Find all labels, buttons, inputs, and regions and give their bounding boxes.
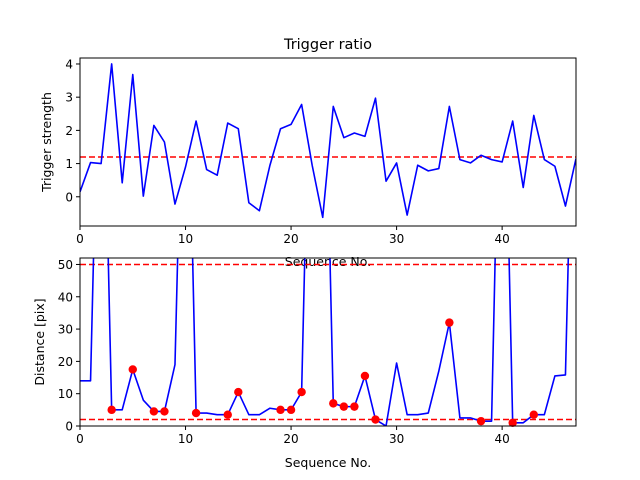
x-axis-label: Sequence No. bbox=[285, 455, 371, 470]
data-point-marker bbox=[476, 416, 486, 426]
trigger-ratio-plot: 0 10 20 30 40 0 1 2 3 4 Sequence No. Trigger str… bbox=[39, 57, 577, 269]
data-point-marker bbox=[160, 407, 169, 416]
y-tick-label: 50 bbox=[58, 258, 73, 272]
x-tick-label: 10 bbox=[178, 232, 193, 246]
data-point-marker bbox=[286, 405, 296, 415]
data-point-marker bbox=[508, 418, 517, 427]
x-tick-label: 40 bbox=[494, 232, 509, 246]
data-point-marker bbox=[329, 399, 338, 408]
y-tick-label: 40 bbox=[58, 290, 73, 304]
x-tick-label: 30 bbox=[389, 232, 404, 246]
data-point-marker bbox=[107, 405, 116, 415]
y-tick-label: 1 bbox=[65, 157, 73, 171]
data-point-marker bbox=[360, 371, 370, 381]
x-tick-label: 30 bbox=[389, 432, 404, 446]
x-axis-label: Sequence No. bbox=[285, 254, 371, 269]
y-tick-label: 3 bbox=[65, 91, 73, 105]
plot-frame bbox=[79, 257, 577, 427]
y-axis-ticks: 0 1 2 3 4 bbox=[65, 57, 80, 204]
data-point-marker bbox=[234, 387, 243, 397]
y-tick-label: 30 bbox=[58, 323, 73, 337]
y-tick-label: 4 bbox=[65, 57, 73, 71]
x-tick-label: 40 bbox=[494, 432, 509, 446]
y-tick-label: 20 bbox=[58, 355, 73, 369]
plot-frame bbox=[79, 57, 577, 227]
data-point-marker bbox=[339, 402, 349, 411]
threshold-lines bbox=[80, 263, 576, 421]
y-axis-label: Distance [pix] bbox=[32, 298, 47, 385]
data-point-marker bbox=[529, 410, 538, 419]
x-axis-ticks: 0 10 20 30 40 bbox=[76, 426, 510, 446]
y-tick-label: 10 bbox=[58, 387, 73, 401]
y-tick-label: 2 bbox=[65, 124, 73, 138]
data-point-marker bbox=[350, 402, 359, 411]
y-axis-label: Trigger strength bbox=[39, 92, 54, 193]
y-tick-label: 0 bbox=[65, 190, 73, 204]
data-point-marker bbox=[297, 387, 306, 397]
data-point-marker bbox=[371, 415, 380, 424]
data-point-marker bbox=[276, 405, 285, 415]
distance-plot: 0 10 20 30 40 0 10 20 30 40 50 Sequence No. Dista… bbox=[32, 257, 577, 470]
data-point-marker bbox=[223, 410, 232, 419]
x-tick-label: 0 bbox=[76, 232, 84, 246]
x-tick-label: 10 bbox=[178, 432, 193, 446]
data-point-marker bbox=[149, 407, 159, 416]
data-point-marker bbox=[445, 318, 454, 327]
chart-title: Trigger ratio bbox=[283, 37, 372, 53]
marker-group bbox=[107, 318, 538, 427]
series-group bbox=[80, 63, 576, 219]
data-point-marker bbox=[128, 365, 137, 374]
y-axis-ticks: 0 10 20 30 40 50 bbox=[58, 258, 80, 434]
x-axis-ticks: 0 10 20 30 40 bbox=[76, 226, 510, 246]
y-tick-label: 0 bbox=[65, 420, 73, 434]
series-line bbox=[80, 63, 576, 219]
data-point-marker bbox=[191, 408, 201, 418]
x-tick-label: 0 bbox=[76, 432, 84, 446]
x-tick-label: 20 bbox=[283, 432, 298, 446]
x-tick-label: 20 bbox=[283, 232, 298, 246]
